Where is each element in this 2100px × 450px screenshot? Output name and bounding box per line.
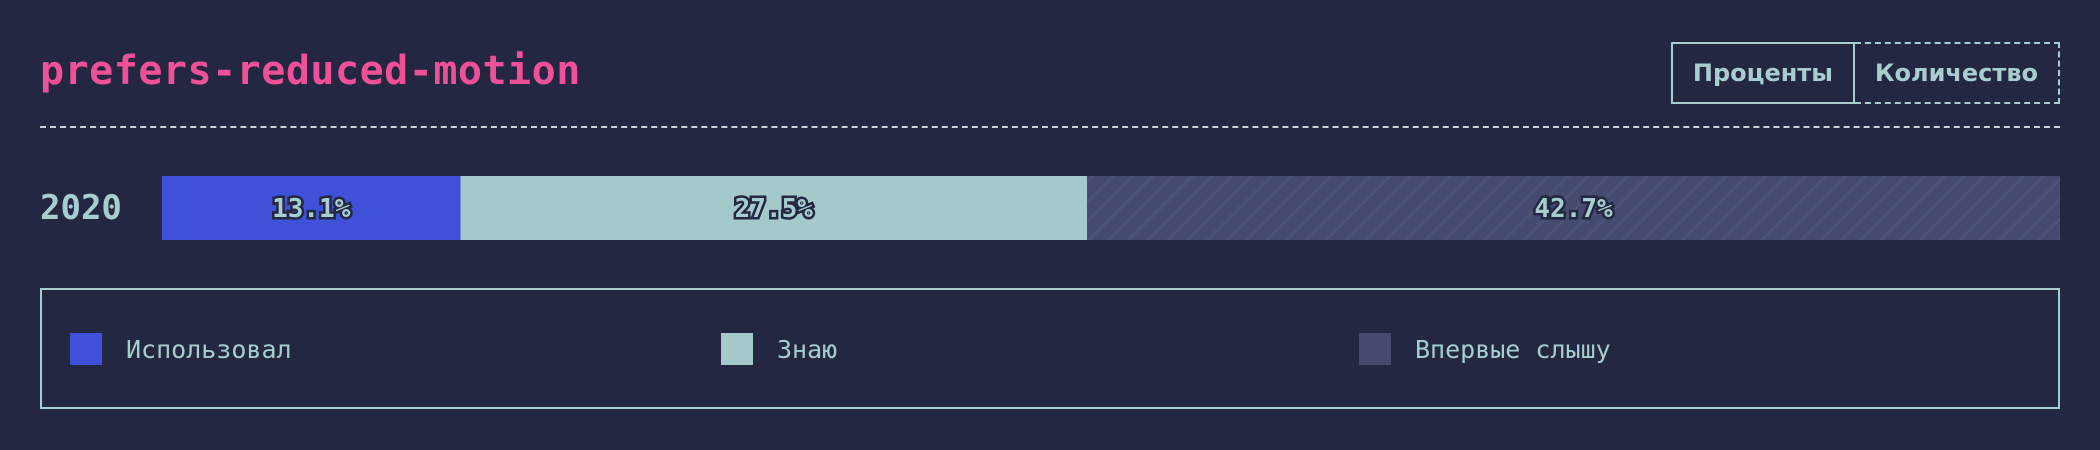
- legend-label: Знаю: [777, 334, 838, 364]
- legend-label: Использовал: [126, 334, 292, 364]
- chart-header: prefers-reduced-motion Проценты Количест…: [40, 38, 2060, 128]
- bar-row-2020: 13.1% 27.5% 42.7%: [162, 176, 2060, 240]
- legend-swatch: [1359, 333, 1391, 365]
- legend-swatch: [721, 333, 753, 365]
- legend-item-never-heard: Впервые слышу: [1359, 333, 1611, 365]
- bar-segment-never-heard: [1087, 176, 2060, 240]
- year-label: 2020: [40, 188, 122, 228]
- bar-value-label: 42.7%: [1534, 194, 1613, 224]
- count-toggle-button[interactable]: Количество: [1854, 42, 2060, 104]
- percent-toggle-button[interactable]: Проценты: [1670, 42, 1855, 104]
- legend: Использовал Знаю Впервые слышу: [40, 288, 2060, 409]
- bar-value-label: 27.5%: [735, 194, 814, 224]
- legend-swatch: [70, 333, 102, 365]
- chart-title: prefers-reduced-motion: [40, 48, 581, 94]
- legend-label: Впервые слышу: [1415, 334, 1611, 364]
- bar-segment-used: [162, 176, 461, 240]
- bar-value-label: 13.1%: [272, 194, 351, 224]
- legend-item-know: Знаю: [721, 333, 837, 365]
- bar-segment-know: [460, 176, 1088, 240]
- units-toggle: Проценты Количество: [1670, 42, 2060, 104]
- legend-item-used: Использовал: [70, 333, 292, 365]
